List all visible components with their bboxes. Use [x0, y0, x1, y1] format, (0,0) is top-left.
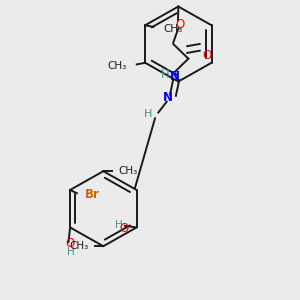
Text: CH₃: CH₃: [164, 23, 183, 34]
Text: CH₃: CH₃: [118, 166, 138, 176]
Text: O: O: [65, 237, 75, 250]
Text: H: H: [67, 247, 75, 257]
Text: CH₃: CH₃: [69, 241, 88, 251]
Text: O: O: [119, 222, 128, 235]
Text: H: H: [143, 109, 152, 119]
Text: N: N: [163, 91, 173, 104]
Text: H: H: [161, 68, 170, 82]
Text: Br: Br: [85, 188, 100, 201]
Text: O: O: [176, 18, 184, 31]
Text: CH₃: CH₃: [108, 61, 127, 71]
Text: N: N: [170, 70, 180, 83]
Text: O: O: [202, 49, 211, 62]
Text: H: H: [115, 220, 123, 230]
